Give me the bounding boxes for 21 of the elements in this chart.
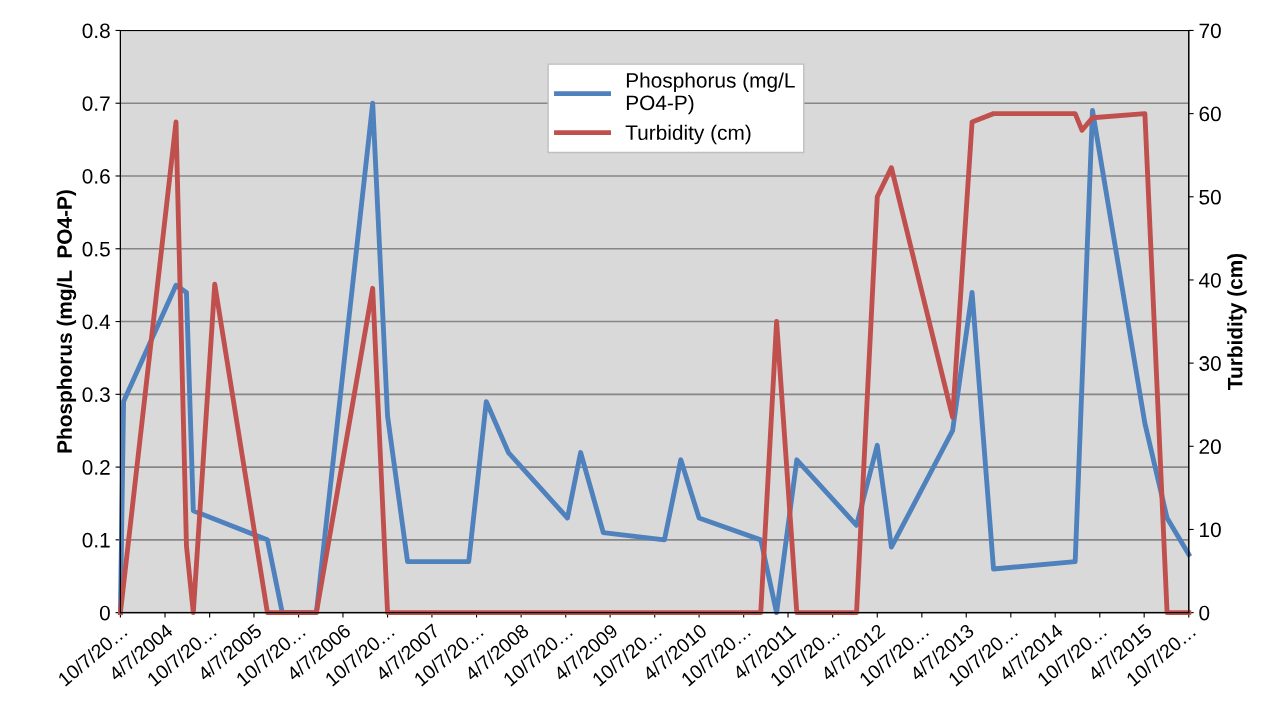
y-tick-label: 0.4 [82,314,111,330]
y2-tick-label: 30 [1199,356,1221,371]
y-tick-label: 0.1 [82,532,110,548]
y2-tick-label: 50 [1199,189,1221,205]
y2-tick-label: 70 [1199,23,1221,39]
y2-tick-label: 60 [1199,106,1221,122]
y2-tick-label: 10 [1200,522,1221,538]
y2-tick-label: 0 [1199,605,1210,621]
y-tick-label: 0.3 [82,387,110,403]
y2-tick-label: 40 [1198,272,1221,288]
y-tick-label: 0.6 [82,169,110,184]
y-tick-label: 0.7 [82,96,110,111]
y-axis-title: Phosphorus (mg/L PO4-P) [56,190,77,453]
y-tick-label: 0.8 [82,23,110,39]
y2-axis-title: Turbidity (cm) [1227,253,1247,390]
legend-label: Turbidity (cm) [625,124,751,145]
y-tick-label: 0.5 [82,241,110,257]
y2-tick-label: 20 [1199,439,1221,455]
y-tick-label: 0 [99,605,110,621]
legend-label: Phosphorus (mg/L PO4-P) [626,72,795,115]
y-tick-label: 0.2 [82,460,110,475]
